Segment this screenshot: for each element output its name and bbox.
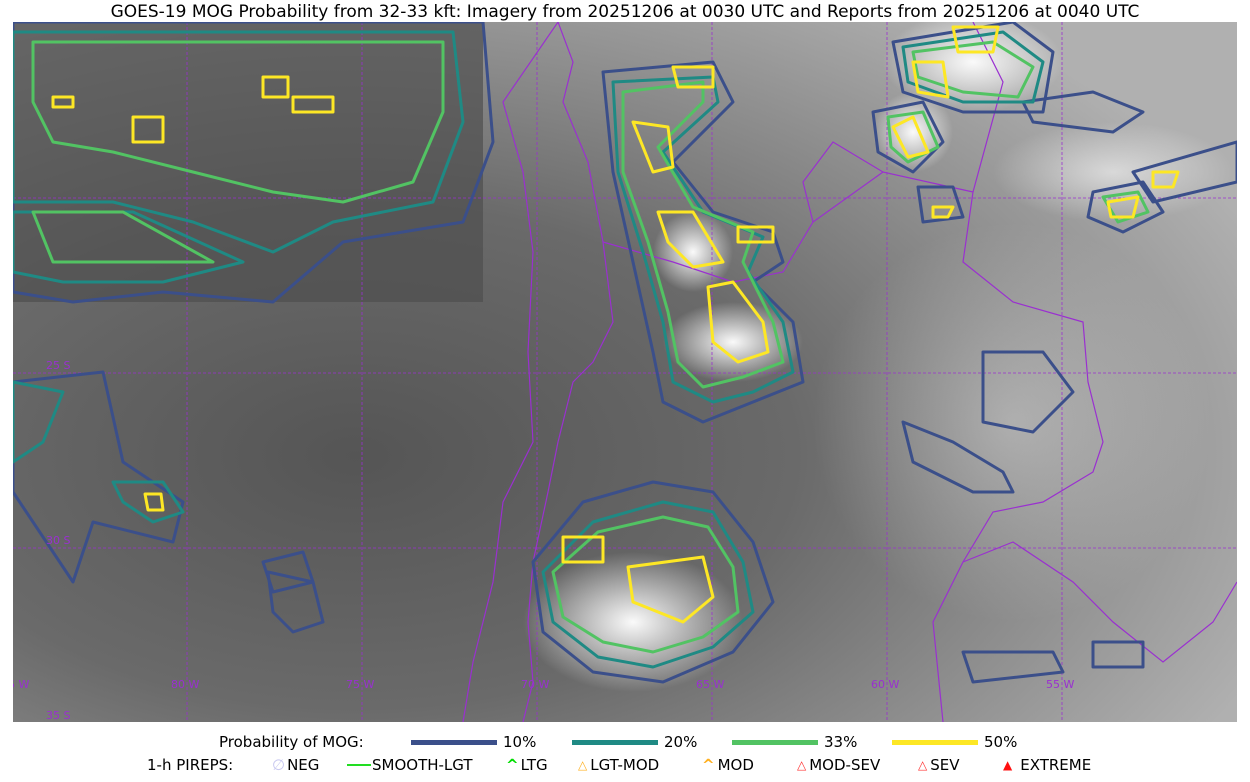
lon-label-80w: 80 W [171, 678, 199, 691]
lon-label-85w: 85 W [13, 678, 29, 691]
swatch-10 [411, 739, 497, 745]
pirep-label: MOD [717, 756, 754, 774]
swatch-33 [732, 739, 818, 745]
lon-label-70w: 70 W [521, 678, 549, 691]
pirep-mod-sev: △ MOD-SEV [797, 756, 880, 774]
legend-label-20: 20% [664, 733, 698, 751]
legend-item-50: 50% [892, 733, 1017, 751]
satellite-map: 85 W 80 W 75 W 70 W 65 W 60 W 55 W 25 S … [13, 22, 1237, 722]
pireps-legend-label: 1-h PIREPS: [147, 756, 234, 774]
lon-label-65w: 65 W [696, 678, 724, 691]
lat-label-30s: 30 S [46, 534, 70, 547]
lon-label-60w: 60 W [871, 678, 899, 691]
pirep-ltg: ^ LTG [506, 756, 548, 774]
line-icon [347, 764, 371, 766]
pirep-label: NEG [287, 756, 320, 774]
filled-triangle-icon: ▲ [1003, 758, 1013, 772]
legend-item-10: 10% [411, 733, 536, 751]
pirep-label: LTG [520, 756, 548, 774]
caret-icon: ^ [702, 756, 715, 774]
lat-label-25s: 25 S [46, 359, 70, 372]
pirep-extreme: ▲ EXTREME [1003, 756, 1091, 774]
probability-legend-label: Probability of MOG: [219, 733, 364, 751]
double-caret-icon: △ [918, 758, 928, 772]
pirep-label: LGT-MOD [590, 756, 660, 774]
pirep-smooth-lgt: SMOOTH-LGT [347, 756, 473, 774]
pirep-sev: △ SEV [918, 756, 960, 774]
mog-probability-contours [13, 22, 1237, 684]
longitude-labels: 85 W 80 W 75 W 70 W 65 W 60 W 55 W [13, 678, 1074, 691]
caret-bar-icon: △ [578, 758, 588, 772]
chart-title: GOES-19 MOG Probability from 32-33 kft: … [110, 2, 1140, 22]
pirep-neg: ∅ NEG [272, 756, 319, 774]
swatch-20 [572, 739, 658, 745]
legend-label-50: 50% [984, 733, 1018, 751]
latitude-labels: 25 S 30 S 35 S [46, 359, 70, 722]
legend-label-10: 10% [503, 733, 537, 751]
lon-label-55w: 55 W [1046, 678, 1074, 691]
swatch-50 [892, 739, 978, 745]
pirep-label: EXTREME [1020, 756, 1092, 774]
legend-item-20: 20% [572, 733, 697, 751]
pirep-label: SEV [930, 756, 960, 774]
pirep-label: MOD-SEV [809, 756, 881, 774]
lon-label-75w: 75 W [346, 678, 374, 691]
neg-icon: ∅ [272, 756, 286, 774]
pirep-lgt-mod: △ LGT-MOD [578, 756, 659, 774]
legend-label-33: 33% [824, 733, 858, 751]
pirep-label: SMOOTH-LGT [372, 756, 473, 774]
double-caret-bar-icon: △ [797, 758, 807, 772]
legend-item-33: 33% [732, 733, 857, 751]
pirep-mod: ^ MOD [702, 756, 754, 774]
caret-icon: ^ [506, 756, 519, 774]
lat-label-35s: 35 S [46, 709, 70, 722]
country-borders [462, 22, 1237, 722]
